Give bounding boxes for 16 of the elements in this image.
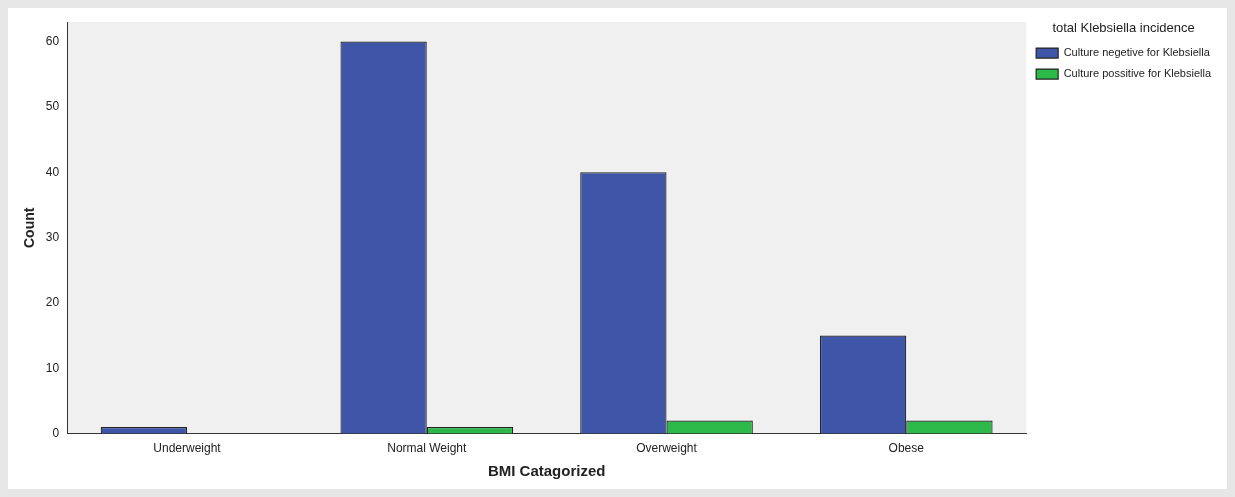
legend-label: Culture possitive for Klebsiella [1063,67,1212,80]
x-tick-label: Overweight [636,441,698,456]
x-tick-label: Obese [888,441,925,456]
x-tick-label: Underweight [153,441,222,456]
legend-title: total Klebsiella incidence [1052,20,1195,36]
y-tick-label: 60 [45,33,60,48]
legend-label: Culture negetive for Klebsiella [1063,46,1211,59]
y-tick-label: 20 [45,295,60,310]
y-tick-label: 30 [45,229,60,244]
x-tick-label: Normal Weight [387,441,468,456]
x-axis-title: BMI Catagorized [487,462,606,480]
y-tick-label: 10 [45,360,60,375]
y-axis-title: Count [21,207,38,249]
y-tick-label: 0 [52,425,60,440]
y-tick-label: 50 [45,99,60,114]
y-tick-label: 40 [45,164,60,179]
